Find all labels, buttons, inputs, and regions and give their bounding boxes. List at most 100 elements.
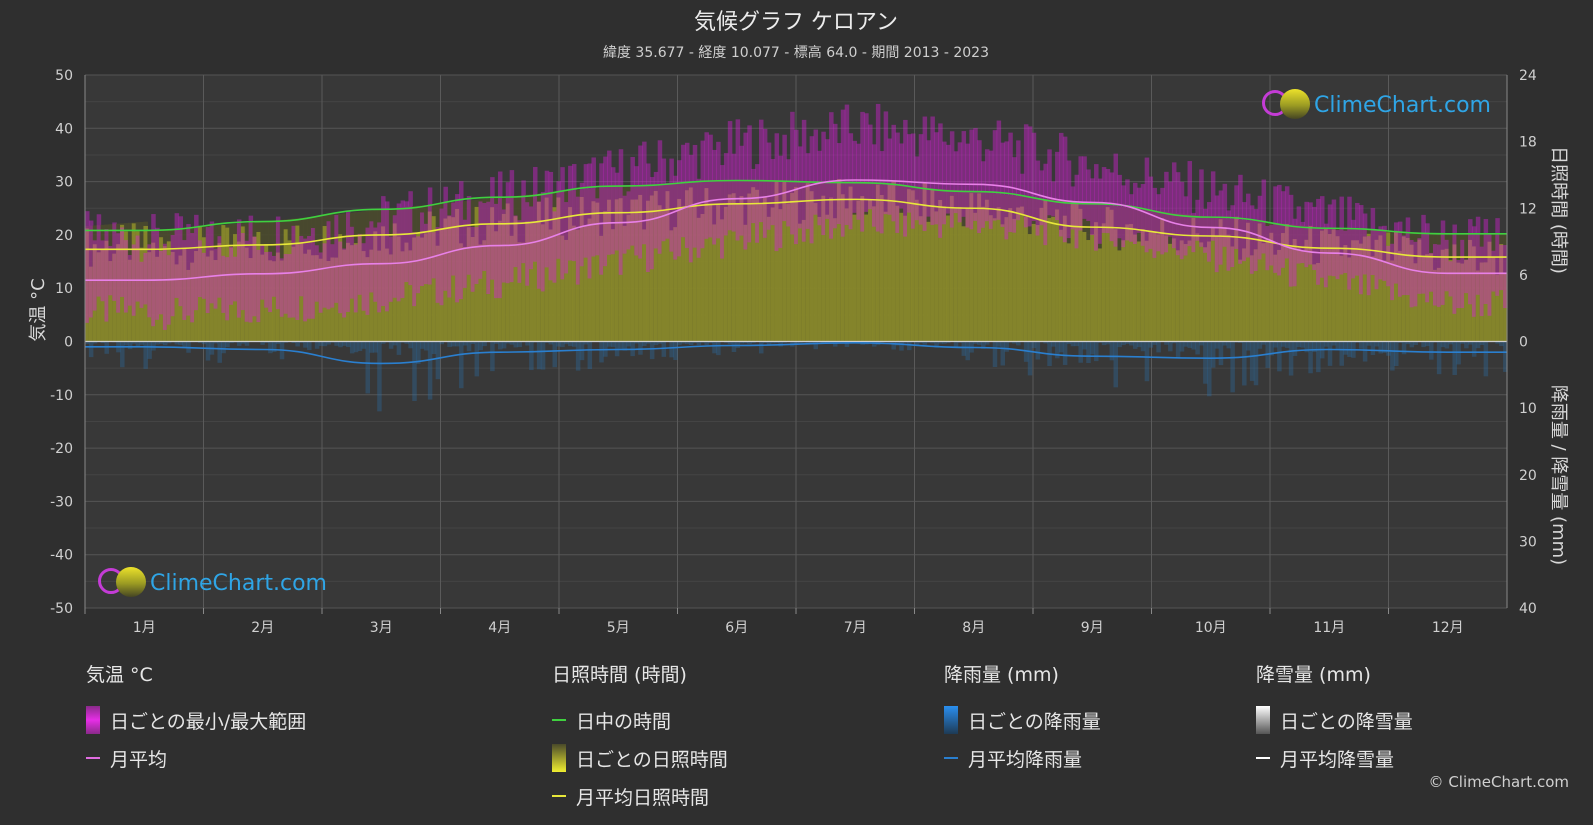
sunshine-bar	[794, 187, 799, 342]
rain-bar	[392, 341, 398, 346]
rain-bar	[696, 341, 702, 346]
temp-range-bar	[891, 124, 896, 222]
rain-bar	[1436, 341, 1442, 375]
sunshine-bar	[758, 203, 764, 342]
temp-range-bar	[497, 171, 503, 299]
sunshine-bar	[217, 243, 222, 342]
temp-range-bar	[474, 227, 480, 284]
sunshine-bar	[918, 216, 924, 342]
sunshine-bar	[595, 202, 600, 342]
rain-bar	[1226, 341, 1231, 349]
rain-bar	[747, 341, 752, 344]
sunshine-bar	[1421, 257, 1426, 342]
sunshine-bar	[373, 231, 378, 342]
sunshine-bar	[1168, 243, 1173, 342]
temp-range-bar	[490, 177, 495, 280]
x-tick-label: 3月	[370, 620, 393, 636]
temp-range-bar	[758, 119, 764, 223]
brand-logo-top[interactable]: ClimeChart.com	[1260, 88, 1491, 122]
rain-bar	[1101, 341, 1107, 346]
brand-logo-bottom[interactable]: ClimeChart.com	[96, 566, 327, 600]
rain-bar	[758, 341, 764, 354]
sunshine-bar	[708, 203, 713, 342]
temp-range-bar	[910, 133, 916, 229]
temp-range-bar	[369, 221, 374, 293]
sunshine-bar	[992, 218, 998, 342]
legend-label: 月平均	[110, 748, 168, 771]
sunshine-bar	[649, 195, 655, 342]
rain-bar	[525, 341, 530, 346]
sunshine-bar	[634, 199, 639, 342]
y-right-top-tick-label: 18	[1519, 135, 1537, 151]
temp-range-bar	[233, 256, 238, 302]
legend-label: 日ごとの日照時間	[576, 748, 728, 771]
sunshine-bar	[1468, 239, 1473, 342]
sunshine-bar	[120, 224, 125, 342]
sunshine-bar	[427, 211, 433, 342]
sunshine-bar	[564, 239, 569, 342]
rain-bar	[805, 341, 811, 344]
temp-range-bar	[583, 164, 589, 258]
temp-range-bar	[833, 123, 838, 229]
sunshine-bar	[957, 207, 963, 342]
sunshine-bar	[536, 201, 542, 342]
temp-range-bar	[384, 201, 390, 312]
sunshine-bar	[92, 244, 98, 342]
sunshine-bar	[459, 243, 464, 342]
temp-range-bar	[1277, 184, 1282, 276]
sunshine-bar	[486, 225, 491, 342]
sunshine-bar	[155, 256, 160, 342]
sunshine-bar	[669, 230, 674, 342]
temp-range-bar	[349, 226, 355, 299]
sunshine-bar	[1323, 229, 1329, 342]
sunshine-bar	[131, 223, 137, 342]
temp-range-bar	[1109, 172, 1115, 242]
sunshine-bar	[85, 228, 90, 342]
temp-range-bar	[1031, 132, 1037, 221]
sunshine-bar	[731, 193, 737, 342]
temp-range-bar	[548, 171, 554, 281]
sunshine-bar	[1319, 230, 1325, 342]
rain-bar	[622, 341, 628, 351]
rain-bar	[1148, 341, 1154, 348]
temp-range-bar	[934, 132, 939, 225]
sunshine-bar	[735, 203, 741, 342]
rain-bar	[447, 341, 452, 347]
sunshine-bar	[1370, 256, 1376, 342]
temp-range-bar	[1023, 124, 1029, 228]
temp-range-bar	[829, 112, 834, 239]
temp-range-bar	[1097, 178, 1103, 244]
temp-range-bar	[747, 125, 752, 243]
temp-range-bar	[353, 244, 359, 313]
rain-bar	[1230, 341, 1235, 393]
sunshine-bar	[377, 250, 382, 342]
sunshine-bar	[256, 231, 261, 342]
brand-text: ClimeChart.com	[1314, 92, 1491, 118]
sunshine-bar	[1444, 248, 1450, 342]
sunshine-bar	[704, 188, 709, 342]
temp-range-bar	[1238, 174, 1243, 264]
sunshine-bar	[556, 197, 561, 342]
temp-range-bar	[1074, 174, 1080, 249]
sunshine-bar	[1183, 244, 1189, 342]
temp-range-bar	[661, 158, 667, 242]
temp-range-bar	[727, 121, 733, 231]
logo-icon	[1260, 88, 1312, 122]
temp-range-bar	[443, 186, 448, 291]
temp-range-bar	[899, 143, 904, 209]
rain-bar	[1191, 341, 1196, 350]
legend-label: 日ごとの降雨量	[968, 710, 1101, 733]
temp-range-bar	[700, 140, 706, 249]
rain-bar	[1016, 341, 1021, 346]
temp-range-bar	[626, 191, 632, 250]
temp-range-bar	[1440, 220, 1446, 305]
temp-range-bar	[669, 158, 674, 252]
rain-bar	[770, 341, 776, 344]
sunshine-bar	[1432, 269, 1438, 342]
rain-bar	[283, 341, 289, 343]
rain-bar	[369, 341, 374, 353]
rain-bar	[197, 341, 203, 343]
rain-bar	[1405, 341, 1411, 345]
sunshine-bar	[248, 258, 254, 342]
temp-range-bar	[575, 196, 581, 285]
